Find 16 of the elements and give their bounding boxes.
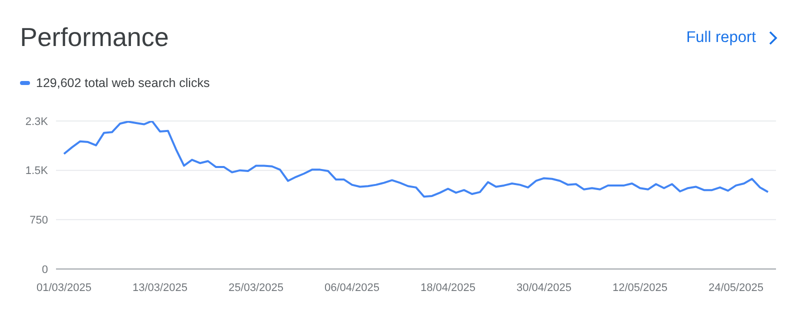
line-series	[63, 121, 769, 198]
x-tick-label: 24/05/2025	[708, 282, 764, 294]
x-tick-label: 30/04/2025	[516, 282, 572, 294]
x-tick-label: 06/04/2025	[324, 282, 380, 294]
x-tick-label: 18/04/2025	[420, 282, 476, 294]
chart-title: Performance	[20, 22, 169, 53]
legend-label: 129,602 total web search clicks	[36, 76, 210, 90]
y-tick-label: 1.5K	[25, 165, 49, 178]
text: Full report	[686, 29, 756, 47]
y-tick-label: 0	[42, 264, 48, 276]
y-tick-label: 750	[30, 214, 48, 227]
x-tick-label: 01/03/2025	[36, 282, 92, 294]
x-tick-label: 25/03/2025	[228, 282, 284, 294]
x-tick-label: 12/05/2025	[612, 282, 668, 294]
y-tick-label: 2.3K	[25, 116, 49, 128]
x-tick-label: 13/03/2025	[132, 282, 188, 294]
